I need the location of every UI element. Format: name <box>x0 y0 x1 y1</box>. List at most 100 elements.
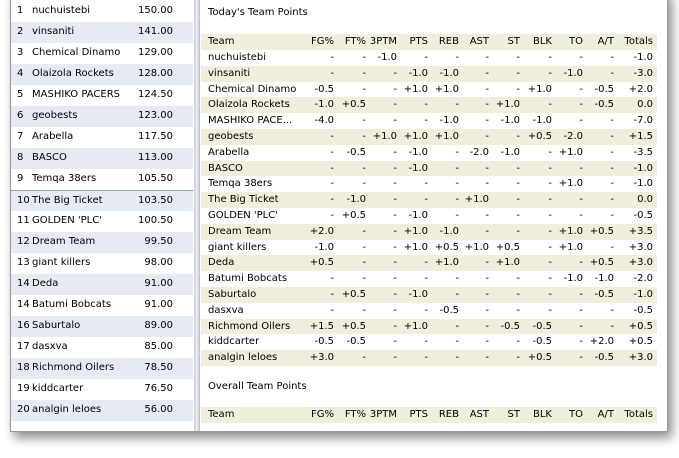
value-cell: -1.0 <box>563 273 583 285</box>
value-cell: -0.5 <box>594 99 614 111</box>
value-cell: -0.5 <box>633 210 653 221</box>
rank: 3 <box>17 47 24 58</box>
value-cell: - <box>548 67 552 79</box>
standings-row: 11 GOLDEN 'PLC' 100.50 <box>11 211 193 232</box>
value-cell: - <box>548 52 552 63</box>
standings-row: 10 The Big Ticket 103.50 <box>11 190 193 212</box>
value-cell: -4.0 <box>314 115 334 127</box>
header-row: Team FG% FT% 3PTM PTS REB AST ST BLK TO A/T Totals <box>201 407 657 423</box>
value-cell: - <box>516 131 520 142</box>
value-cell: -1.0 <box>314 241 334 253</box>
points: 89.00 <box>144 320 173 331</box>
value-cell: -1.0 <box>439 115 459 127</box>
value-cell: -1.0 <box>633 52 653 63</box>
value-cell: +0.5 <box>628 336 653 348</box>
value-cell: - <box>485 210 489 221</box>
section-title: Overall Team Points <box>208 381 307 392</box>
value-cell: - <box>485 178 489 190</box>
value-cell: - <box>610 115 614 127</box>
points: 91.00 <box>144 299 173 310</box>
value-cell: - <box>424 352 428 364</box>
points: 103.50 <box>138 195 173 206</box>
points: 150.00 <box>138 5 173 16</box>
value-cell: - <box>455 52 459 63</box>
value-cell: +0.5 <box>495 241 520 253</box>
value-cell: REB <box>438 36 459 47</box>
rank: 8 <box>17 152 24 163</box>
value-cell: - <box>579 289 583 300</box>
value-cell: - <box>516 210 520 221</box>
standings-row: 2 vinsaniti 141.00 <box>11 22 193 43</box>
team-name: vinsaniti <box>32 26 75 37</box>
header-row: Team FG% FT% 3PTM PTS REB AST ST BLK TO A/T Totals <box>201 34 657 50</box>
team-cell: geobests <box>208 131 254 142</box>
value-cell: - <box>485 83 489 95</box>
standings-row: 9 Temqa 38ers 105.50 <box>11 169 193 190</box>
value-cell: -1.0 <box>408 162 428 174</box>
value-cell: - <box>362 131 366 142</box>
value-cell: -0.5 <box>594 289 614 300</box>
value-cell: A/T <box>597 409 614 420</box>
rank: 6 <box>17 110 24 121</box>
points: 85.00 <box>144 341 173 352</box>
data-row: Chemical Dinamo -0.5- - +1.0 +1.0- - +1.0- -0.5… <box>201 81 657 98</box>
value-cell: - <box>579 83 583 95</box>
value-cell: +0.5 <box>341 320 366 332</box>
value-cell: - <box>548 289 552 300</box>
points: 141.00 <box>138 26 173 37</box>
value-cell: +1.0 <box>495 257 520 269</box>
value-cell: - <box>330 194 334 206</box>
value-cell: -1.0 <box>408 210 428 221</box>
value-cell: - <box>393 210 397 221</box>
value-cell: 0.0 <box>637 194 653 206</box>
value-cell: - <box>485 336 489 348</box>
team-cell: Olaizola Rockets <box>208 99 290 111</box>
value-cell: - <box>393 178 397 190</box>
rank: 1 <box>17 5 24 16</box>
value-cell: -0.5 <box>439 304 459 316</box>
team-name: analgin leloes <box>32 404 102 415</box>
rank: 4 <box>17 68 24 79</box>
team-cell: The Big Ticket <box>208 194 279 206</box>
value-cell: BLK <box>533 36 552 47</box>
value-cell: - <box>548 194 552 206</box>
rank: 19 <box>17 383 30 394</box>
value-cell: -0.5 <box>314 83 334 95</box>
value-cell: - <box>610 131 614 142</box>
value-cell: - <box>393 162 397 174</box>
value-cell: -2.0 <box>469 146 489 158</box>
team-name: kiddcarter <box>32 383 84 394</box>
value-cell: - <box>516 178 520 190</box>
data-row: Olaizola Rockets -1.0 +0.5- - - - +1.0- - -0.5 0.… <box>201 97 657 114</box>
data-row: Saburtalo - +0.5- -1.0- - - - - -0.5 -1.0 <box>201 287 657 303</box>
team-name: Richmond Oilers <box>32 362 115 373</box>
value-cell: - <box>516 67 520 79</box>
data-row: nuchuistebi - - -1.0- - - - - - - -1.0 <box>201 50 657 66</box>
value-cell: - <box>455 99 459 111</box>
data-row: dasxva - - - - -0.5- - - - - -0.5 <box>201 302 657 319</box>
value-cell: - <box>516 83 520 95</box>
value-cell: - <box>362 162 366 174</box>
team-name: dasxva <box>32 341 68 352</box>
value-cell: - <box>393 225 397 237</box>
value-cell: - <box>362 52 366 63</box>
rank: 14 <box>17 278 30 289</box>
team-cell: Deda <box>208 257 235 269</box>
value-cell: - <box>548 99 552 111</box>
value-cell: -1.0 <box>408 289 428 300</box>
value-cell: - <box>516 304 520 316</box>
value-cell: - <box>610 241 614 253</box>
standings-panel: 1 nuchuistebi 150.00 2 vinsaniti 141.00 3 Chemi… <box>11 0 193 431</box>
value-cell: +1.0 <box>558 225 583 237</box>
value-cell: +0.5 <box>341 99 366 111</box>
team-cell: giant killers <box>208 241 267 253</box>
value-cell: BLK <box>533 409 552 420</box>
value-cell: - <box>579 320 583 332</box>
value-cell: PTS <box>409 36 429 47</box>
value-cell: -3.0 <box>633 67 653 79</box>
data-row <box>201 423 657 431</box>
points: 129.00 <box>138 47 173 58</box>
value-cell: - <box>455 194 459 206</box>
team-name: GOLDEN 'PLC' <box>32 215 102 226</box>
